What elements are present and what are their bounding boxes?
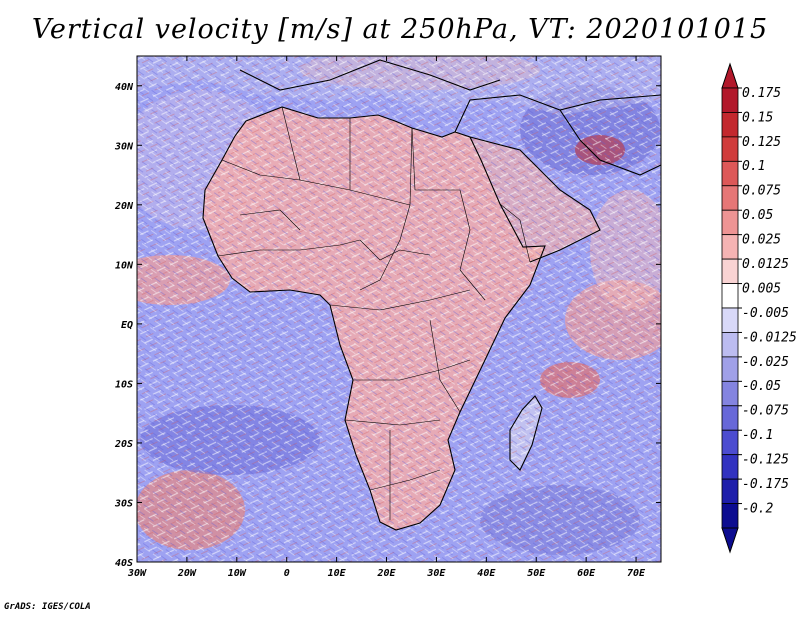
coastlines	[202, 59, 661, 531]
lat-tick-label: EQ	[121, 320, 133, 331]
lat-tick-label: 40S	[115, 558, 133, 569]
colorbar-label: -0.025	[742, 355, 789, 370]
lon-tick-label: 20E	[376, 568, 396, 579]
lat-tick-label: 20N	[114, 201, 134, 212]
colorbar-label: -0.05	[742, 379, 781, 394]
lat-tick-label: 30N	[114, 141, 134, 152]
colorbar: 0.175 0.15 0.125 0.1 0.075 0.05 0.025 0.0125 0.0…	[721, 62, 797, 554]
lat-tick-label: 30S	[114, 498, 133, 509]
colorbar-label: 0.05	[742, 208, 773, 223]
lon-tick-label: 70E	[627, 568, 646, 579]
lat-tick-label: 10N	[115, 260, 134, 271]
colorbar-label: 0.125	[742, 135, 781, 150]
colorbar-swatch	[721, 307, 739, 333]
lon-tick-label: 30W	[127, 568, 147, 579]
colorbar-swatch	[721, 136, 739, 162]
colorbar-label: 0.15	[742, 110, 773, 125]
longitude-axis: 30W 20W 10W 0 10E 20E 30E 40E 50E 60E 70E	[127, 56, 646, 579]
colorbar-label: 0.0125	[742, 257, 789, 272]
colorbar-swatch	[721, 356, 739, 382]
colorbar-label: 0.075	[742, 184, 781, 199]
colorbar-label: 0.025	[742, 233, 781, 248]
lon-tick-label: 60E	[577, 568, 596, 579]
country-borders	[217, 106, 531, 520]
colorbar-swatch	[721, 185, 739, 211]
colorbar-label: -0.175	[742, 477, 789, 492]
colorbar-swatch	[721, 380, 739, 407]
colorbar-label: 0.1	[742, 159, 765, 174]
colorbar-top-arrow	[721, 62, 739, 89]
colorbar-label: -0.0125	[742, 330, 797, 345]
latitude-axis: 40N 30N 20N 10N EQ 10S 20S 30S 40S	[114, 82, 661, 569]
lat-tick-label: 40N	[115, 82, 134, 93]
credit-label: GrADS: IGES/COLA	[4, 602, 91, 612]
colorbar-swatch	[721, 234, 739, 260]
colorbar-swatch	[721, 454, 739, 480]
colorbar-swatch	[721, 87, 739, 113]
colorbar-swatch	[721, 503, 739, 529]
colorbar-label: -0.075	[742, 404, 789, 419]
velocity-field	[137, 56, 661, 562]
colorbar-swatch	[721, 283, 739, 309]
colorbar-swatch	[721, 332, 739, 358]
colorbar-swatch	[721, 258, 739, 284]
lon-tick-label: 0	[284, 568, 290, 579]
colorbar-swatch	[721, 478, 739, 504]
colorbar-label: 0.175	[742, 86, 781, 101]
lon-tick-label: 30E	[426, 568, 446, 579]
lon-tick-label: 10W	[228, 568, 247, 579]
lon-tick-label: 50E	[527, 568, 546, 579]
colorbar-swatch	[721, 209, 739, 236]
colorbar-label: -0.2	[742, 501, 773, 516]
lat-tick-label: 10S	[115, 379, 133, 390]
colorbar-label: -0.1	[742, 428, 773, 443]
colorbar-bottom-arrow	[721, 527, 739, 554]
lon-tick-label: 20W	[177, 568, 197, 579]
lon-tick-label: 40E	[477, 568, 496, 579]
colorbar-swatch	[721, 429, 739, 456]
lon-tick-label: 10E	[328, 568, 347, 579]
map-frame	[136, 55, 662, 563]
colorbar-label: -0.005	[742, 306, 789, 321]
colorbar-swatch	[721, 112, 739, 138]
colorbar-label: 0.005	[742, 281, 781, 296]
colorbar-swatch	[721, 405, 739, 431]
lat-tick-label: 20S	[114, 439, 133, 450]
colorbar-label: -0.125	[742, 453, 789, 468]
chart-title: Vertical velocity [m/s] at 250hPa, VT: 2…	[31, 14, 769, 45]
colorbar-swatch	[721, 160, 739, 187]
